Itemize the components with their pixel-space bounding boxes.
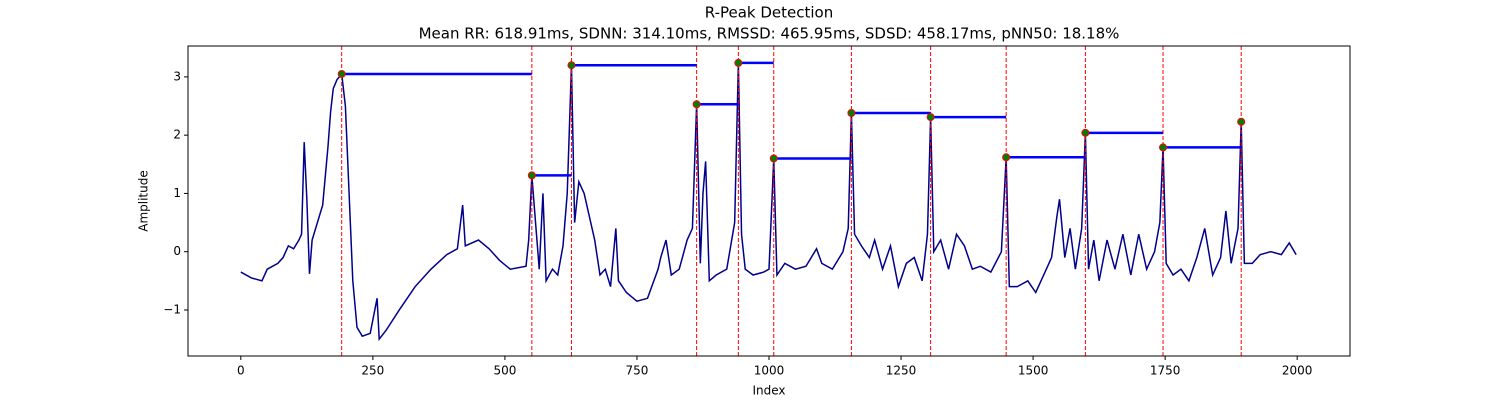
signal-line <box>240 62 1297 342</box>
chart-title: R-Peak Detection <box>705 4 833 22</box>
plot-frame <box>187 45 1351 357</box>
x-tick-label: 250 <box>361 364 384 378</box>
x-tick-label: 1500 <box>1018 364 1049 378</box>
peak-point <box>1002 153 1011 162</box>
peak-point <box>527 171 536 180</box>
peak-point <box>692 100 701 109</box>
peak-point <box>847 109 856 118</box>
y-axis-label: Amplitude <box>137 170 151 232</box>
x-tick-label: 1750 <box>1150 364 1181 378</box>
peak-point <box>337 69 346 78</box>
peak-point <box>1159 143 1168 152</box>
peak-point <box>567 61 576 70</box>
y-tick-label: −1 <box>163 302 181 316</box>
x-tick-label: 2000 <box>1282 364 1313 378</box>
y-tick-label: 3 <box>173 69 181 83</box>
x-tick-label: 750 <box>626 364 649 378</box>
y-tick-label: 0 <box>173 244 181 258</box>
peak-point <box>926 113 935 122</box>
y-tick-label: 1 <box>173 186 181 200</box>
x-tick-label: 1000 <box>754 364 785 378</box>
x-tick-label: 0 <box>237 364 245 378</box>
peak-point <box>1081 128 1090 137</box>
x-tick-label: 500 <box>493 364 516 378</box>
peak-point <box>769 154 778 163</box>
x-axis-label: Index <box>752 384 785 398</box>
x-tick-label: 1250 <box>886 364 917 378</box>
peak-point <box>1237 117 1246 126</box>
y-tick-label: 2 <box>173 128 181 142</box>
peak-point <box>734 58 743 67</box>
chart-subtitle: Mean RR: 618.91ms, SDNN: 314.10ms, RMSSD… <box>419 25 1120 43</box>
